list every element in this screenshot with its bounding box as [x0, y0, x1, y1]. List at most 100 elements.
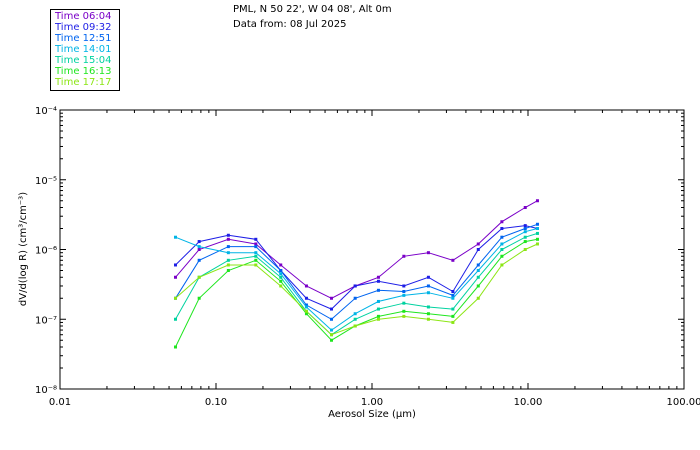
data-point — [173, 317, 177, 321]
data-point — [329, 338, 333, 342]
data-point — [197, 245, 201, 249]
data-point — [523, 240, 527, 244]
data-point — [226, 268, 230, 272]
y-tick-label: 10⁻⁵ — [35, 176, 57, 187]
data-point — [376, 275, 380, 279]
data-point — [329, 328, 333, 332]
series-2 — [173, 224, 539, 311]
data-point — [376, 279, 380, 283]
series-line — [175, 200, 538, 299]
legend-item-4: Time 14:01 — [55, 44, 112, 55]
data-point — [226, 237, 230, 241]
x-tick-label: 0.10 — [205, 397, 227, 408]
x-tick-label: 0.01 — [49, 397, 71, 408]
data-point — [353, 284, 357, 288]
data-point — [451, 293, 455, 297]
data-point — [402, 314, 406, 318]
data-point — [523, 227, 527, 231]
data-point — [535, 237, 539, 241]
legend-item-3: Time 12:51 — [55, 33, 112, 44]
data-point — [173, 235, 177, 239]
data-point — [500, 263, 504, 267]
data-point — [304, 303, 308, 307]
legend: Time 06:04 Time 09:32 Time 12:51 Time 14… — [50, 9, 120, 91]
data-point — [304, 305, 308, 309]
data-point — [402, 284, 406, 288]
data-point — [197, 296, 201, 300]
data-point — [353, 324, 357, 328]
series-4 — [173, 227, 539, 332]
data-point — [353, 317, 357, 321]
data-point — [426, 251, 430, 255]
data-point — [173, 263, 177, 267]
legend-item-1: Time 06:04 — [55, 11, 112, 22]
data-point — [402, 254, 406, 258]
series-line — [175, 228, 538, 331]
station-header: PML, N 50 22', W 04 08', Alt 0m — [233, 4, 392, 15]
data-point — [329, 333, 333, 337]
series-line — [175, 243, 538, 336]
data-point — [535, 199, 539, 203]
data-point — [402, 289, 406, 293]
series-7 — [173, 242, 539, 337]
data-point — [523, 235, 527, 239]
data-point — [254, 242, 258, 246]
data-point — [500, 242, 504, 246]
data-point — [279, 263, 283, 267]
data-point — [451, 314, 455, 318]
data-point — [376, 317, 380, 321]
data-point — [197, 275, 201, 279]
data-point — [523, 230, 527, 234]
data-point — [500, 248, 504, 251]
data-point — [353, 296, 357, 300]
x-tick-label: 1.00 — [361, 397, 383, 408]
legend-item-7: Time 17:17 — [55, 77, 112, 88]
series-line — [175, 232, 538, 336]
data-point — [304, 312, 308, 316]
data-point — [535, 242, 539, 246]
y-tick-label: 10⁻⁷ — [35, 315, 57, 326]
data-point — [535, 227, 539, 231]
legend-item-6: Time 16:13 — [55, 66, 112, 77]
data-point — [476, 284, 480, 288]
data-point — [500, 227, 504, 231]
data-point — [426, 305, 430, 309]
data-point — [426, 312, 430, 316]
axis-ticks — [59, 110, 684, 390]
data-point — [279, 284, 283, 288]
data-point — [402, 309, 406, 313]
y-tick-label: 10⁻⁴ — [35, 106, 57, 117]
data-point — [197, 248, 201, 251]
data-point — [254, 237, 258, 241]
data-point — [451, 296, 455, 300]
x-tick-label: 10.00 — [514, 397, 543, 408]
data-point — [226, 258, 230, 262]
data-point — [353, 312, 357, 316]
data-point — [254, 251, 258, 255]
data-point — [426, 317, 430, 321]
data-point — [173, 296, 177, 300]
data-point — [451, 320, 455, 324]
y-tick-label: 10⁻⁶ — [35, 246, 57, 257]
series-line — [175, 225, 538, 310]
x-axis-label: Aerosol Size (μm) — [328, 409, 416, 420]
data-point — [535, 231, 539, 235]
data-point — [173, 275, 177, 279]
data-point — [197, 240, 201, 244]
data-point — [451, 289, 455, 293]
data-point — [254, 245, 258, 249]
data-point — [329, 307, 333, 311]
y-axis-label: dV/d(log R) (cm³/cm⁻³) — [18, 192, 29, 306]
data-date-header: Data from: 08 Jul 2025 — [233, 19, 347, 30]
plot-area — [59, 109, 685, 390]
data-point — [500, 220, 504, 224]
data-point — [500, 235, 504, 239]
data-point — [402, 293, 406, 297]
data-point — [254, 263, 258, 267]
data-point — [304, 296, 308, 300]
data-point — [476, 296, 480, 300]
data-point — [329, 296, 333, 300]
series-1 — [173, 199, 539, 300]
series-layer — [173, 199, 539, 349]
